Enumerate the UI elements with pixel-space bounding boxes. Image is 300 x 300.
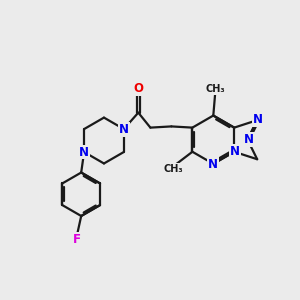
Text: N: N: [253, 113, 263, 126]
Text: N: N: [79, 146, 89, 158]
Text: N: N: [230, 145, 240, 158]
Text: N: N: [208, 158, 218, 171]
Text: N: N: [244, 133, 254, 146]
Text: O: O: [133, 82, 143, 95]
Text: N: N: [119, 123, 129, 136]
Text: F: F: [73, 233, 81, 246]
Text: CH₃: CH₃: [164, 164, 183, 174]
Text: CH₃: CH₃: [206, 84, 225, 94]
